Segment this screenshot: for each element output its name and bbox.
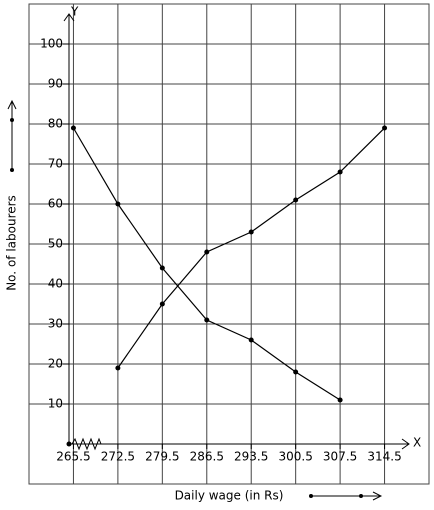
x-label-arrow xyxy=(309,491,383,501)
data-point xyxy=(337,397,343,403)
y-tick-label: 80 xyxy=(48,117,63,131)
x-tick-label: 300.5 xyxy=(278,450,312,464)
data-point xyxy=(159,301,165,307)
origin-dot xyxy=(66,441,72,447)
y-tick-label: 20 xyxy=(48,357,63,371)
x-tick-label: 286.5 xyxy=(190,450,224,464)
y-tick-label: 50 xyxy=(48,237,63,251)
x-tick-label: 314.5 xyxy=(367,450,401,464)
axis-break xyxy=(71,437,102,451)
y-axis-label: No. of labourers xyxy=(5,195,19,291)
data-point xyxy=(337,169,343,175)
x-arrow xyxy=(401,438,410,450)
y-arrow xyxy=(63,13,75,22)
data-point xyxy=(115,201,121,207)
data-point xyxy=(159,265,165,271)
y-tick-label: 100 xyxy=(40,37,63,51)
y-tick-label: 40 xyxy=(48,277,63,291)
grid xyxy=(29,4,429,484)
y-tick-label: 90 xyxy=(48,77,63,91)
data-point xyxy=(248,337,254,343)
data-point xyxy=(70,125,76,131)
y-tick-label: 10 xyxy=(48,397,63,411)
x-tick-label: 279.5 xyxy=(145,450,179,464)
y-tick-label: 30 xyxy=(48,317,63,331)
data-point xyxy=(204,249,210,255)
data-point xyxy=(293,369,299,375)
x-axis-label: Daily wage (in Rs) xyxy=(175,489,284,503)
y-label-arrow xyxy=(7,99,17,172)
x-axis-letter: X xyxy=(413,436,421,450)
x-tick-label: 265.5 xyxy=(56,450,90,464)
x-tick-label: 307.5 xyxy=(323,450,357,464)
y-axis-letter: Y xyxy=(70,5,79,19)
x-tick-label: 293.5 xyxy=(234,450,268,464)
data-point xyxy=(382,125,388,131)
data-point xyxy=(204,317,210,323)
y-tick-label: 60 xyxy=(48,197,63,211)
y-tick-label: 70 xyxy=(48,157,63,171)
data-point xyxy=(293,197,299,203)
x-tick-label: 272.5 xyxy=(101,450,135,464)
data-point xyxy=(248,229,254,235)
data-point xyxy=(115,365,121,371)
